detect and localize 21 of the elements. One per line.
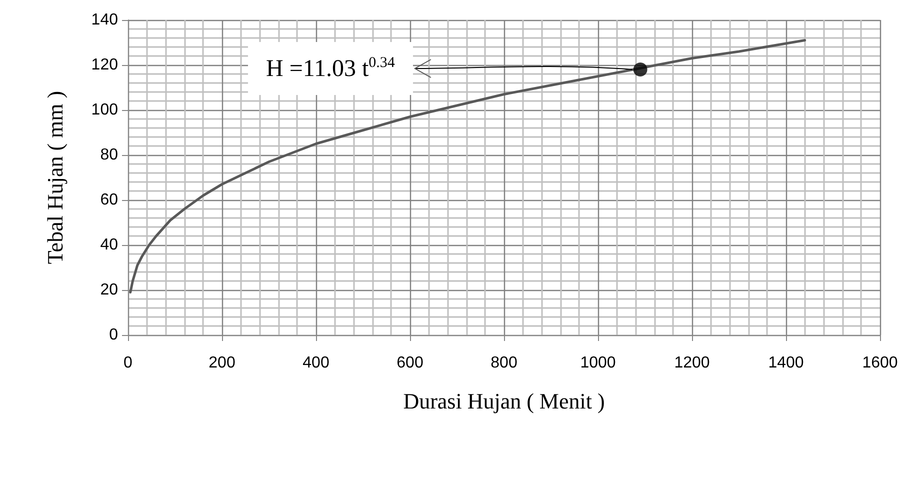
x-tick-label: 1400 (768, 354, 804, 372)
annotation: H =11.03 t$^{0.34}$ (248, 42, 413, 95)
x-tick-label: 1000 (580, 354, 616, 372)
y-tick-label: 40 (100, 236, 118, 254)
y-tick-label: 0 (109, 326, 118, 344)
y-axis-title: Tebal Hujan ( mm ) (42, 90, 68, 264)
y-tick-label: 80 (100, 146, 118, 164)
x-tick-label: 1200 (674, 354, 710, 372)
x-tick-label: 200 (208, 354, 236, 372)
x-tick-label: 1600 (862, 354, 898, 372)
line-series (129, 39, 806, 294)
x-tick-label: 600 (396, 354, 424, 372)
y-tick-label: 140 (91, 12, 118, 28)
x-tick-label: 400 (302, 354, 330, 372)
y-tick-label: 120 (91, 56, 118, 74)
x-axis-title: Durasi Hujan ( Menit ) (403, 388, 605, 414)
x-tick-label: 0 (124, 354, 133, 372)
y-tick-label: 100 (91, 102, 118, 118)
x-tick-label: 800 (490, 354, 518, 372)
y-tick-label: 60 (100, 192, 118, 208)
y-tick-label: 20 (100, 282, 118, 298)
